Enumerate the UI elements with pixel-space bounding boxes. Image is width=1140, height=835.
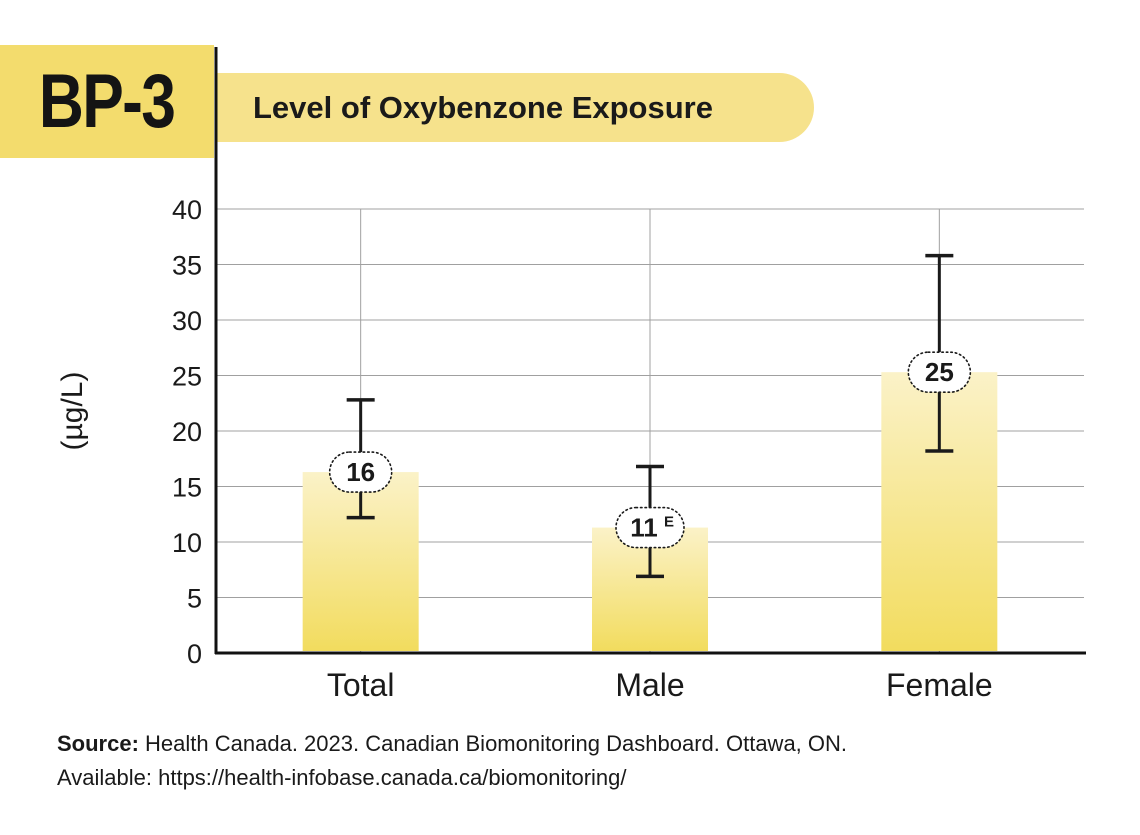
- y-tick-label: 20: [172, 417, 202, 447]
- chart-title-banner: Level of Oxybenzone Exposure: [216, 73, 814, 142]
- source-citation: Health Canada. 2023. Canadian Biomonitor…: [145, 731, 848, 756]
- chart-title: Level of Oxybenzone Exposure: [253, 89, 713, 125]
- value-label: 16: [346, 457, 375, 487]
- y-tick-label: 30: [172, 306, 202, 336]
- source-label: Source:: [57, 731, 139, 756]
- source-note: Source: Health Canada. 2023. Canadian Bi…: [57, 727, 847, 795]
- x-tick-label: Total: [327, 667, 395, 703]
- y-axis-label: (µg/L): [56, 372, 89, 451]
- source-line-2: Available: https://health-infobase.canad…: [57, 765, 627, 790]
- bar-chart: 16 11 E 25 0 5 10 15 20 25 30 35 40 Total Male Female (µ…: [56, 47, 1086, 703]
- y-tick-label: 35: [172, 251, 202, 281]
- y-tick-label: 10: [172, 528, 202, 558]
- y-tick-label: 25: [172, 362, 202, 392]
- y-tick-label: 0: [187, 639, 202, 669]
- y-tick-label: 5: [187, 584, 202, 614]
- x-tick-label: Female: [886, 667, 993, 703]
- badge-label: BP-3: [39, 58, 176, 144]
- value-label: 11: [630, 513, 658, 543]
- value-label-bubble: [615, 506, 685, 549]
- y-tick-label: 15: [172, 473, 202, 503]
- source-line-1: Source: Health Canada. 2023. Canadian Bi…: [57, 727, 847, 761]
- y-tick-label: 40: [172, 195, 202, 225]
- badge: BP-3: [0, 45, 214, 158]
- value-label: 25: [925, 357, 954, 387]
- x-tick-label: Male: [615, 667, 684, 703]
- value-label-bubble: [907, 351, 972, 393]
- value-label-superscript: E: [664, 514, 674, 531]
- value-label-bubble: [328, 451, 393, 493]
